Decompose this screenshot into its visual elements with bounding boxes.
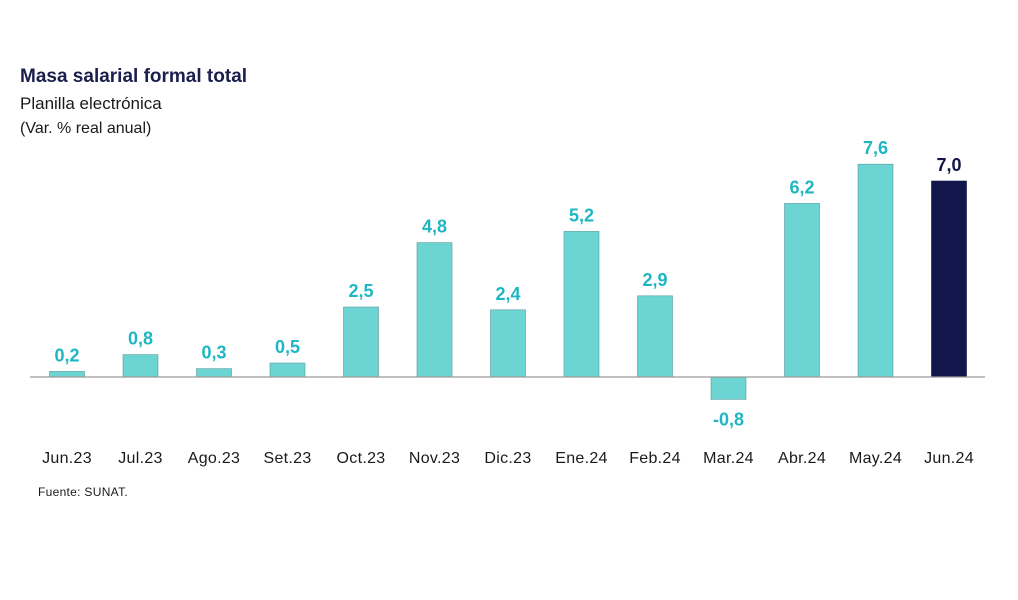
bar-Nov.23 [416, 242, 453, 378]
category-label-Nov.23: Nov.23 [409, 450, 460, 467]
data-label-Mar.24: -0,8 [713, 409, 744, 429]
bar-Ago.23 [196, 368, 232, 378]
bar-Jun.23 [49, 371, 85, 378]
category-label-Jun.24: Jun.24 [924, 450, 974, 467]
bar-Set.23 [269, 362, 306, 378]
bar-Jun.24 [931, 180, 967, 378]
category-label-Abr.24: Abr.24 [778, 450, 826, 467]
category-label-Dic.23: Dic.23 [484, 450, 531, 467]
data-label-Jul.23: 0,8 [128, 329, 153, 349]
data-label-Ago.23: 0,3 [201, 343, 226, 363]
category-label-Oct.23: Oct.23 [337, 450, 386, 467]
category-label-Ago.23: Ago.23 [188, 450, 241, 467]
source-note: Fuente: SUNAT. [38, 485, 129, 499]
data-label-Ene.24: 5,2 [569, 205, 594, 225]
data-label-May.24: 7,6 [863, 138, 888, 158]
chart-units: (Var. % real anual) [20, 120, 152, 137]
category-label-Mar.24: Mar.24 [703, 450, 754, 467]
category-label-Jun.23: Jun.23 [42, 450, 92, 467]
data-label-Jun.23: 0,2 [54, 345, 79, 365]
data-label-Set.23: 0,5 [275, 337, 300, 357]
category-label-Ene.24: Ene.24 [555, 450, 608, 467]
bar-Jul.23 [122, 354, 159, 378]
data-label-Nov.23: 4,8 [422, 217, 447, 237]
bar-Dic.23 [490, 309, 526, 378]
chart-title: Masa salarial formal total [20, 66, 248, 87]
category-label-May.24: May.24 [849, 450, 902, 467]
category-label-Jul.23: Jul.23 [118, 450, 163, 467]
category-label-Feb.24: Feb.24 [629, 450, 681, 467]
chart-subtitle: Planilla electrónica [20, 94, 162, 113]
data-label-Feb.24: 2,9 [642, 270, 667, 290]
data-label-Oct.23: 2,5 [348, 281, 373, 301]
bar-Feb.24 [637, 295, 673, 378]
bar-Mar.24 [710, 376, 747, 400]
data-label-Jun.24: 7,0 [936, 155, 961, 175]
bar-Ene.24 [563, 231, 600, 378]
bar-May.24 [857, 163, 894, 378]
category-label-Set.23: Set.23 [263, 450, 311, 467]
data-label-Abr.24: 6,2 [789, 177, 814, 197]
bar-Oct.23 [343, 306, 379, 378]
data-label-Dic.23: 2,4 [495, 284, 520, 304]
bar-Abr.24 [784, 203, 820, 378]
